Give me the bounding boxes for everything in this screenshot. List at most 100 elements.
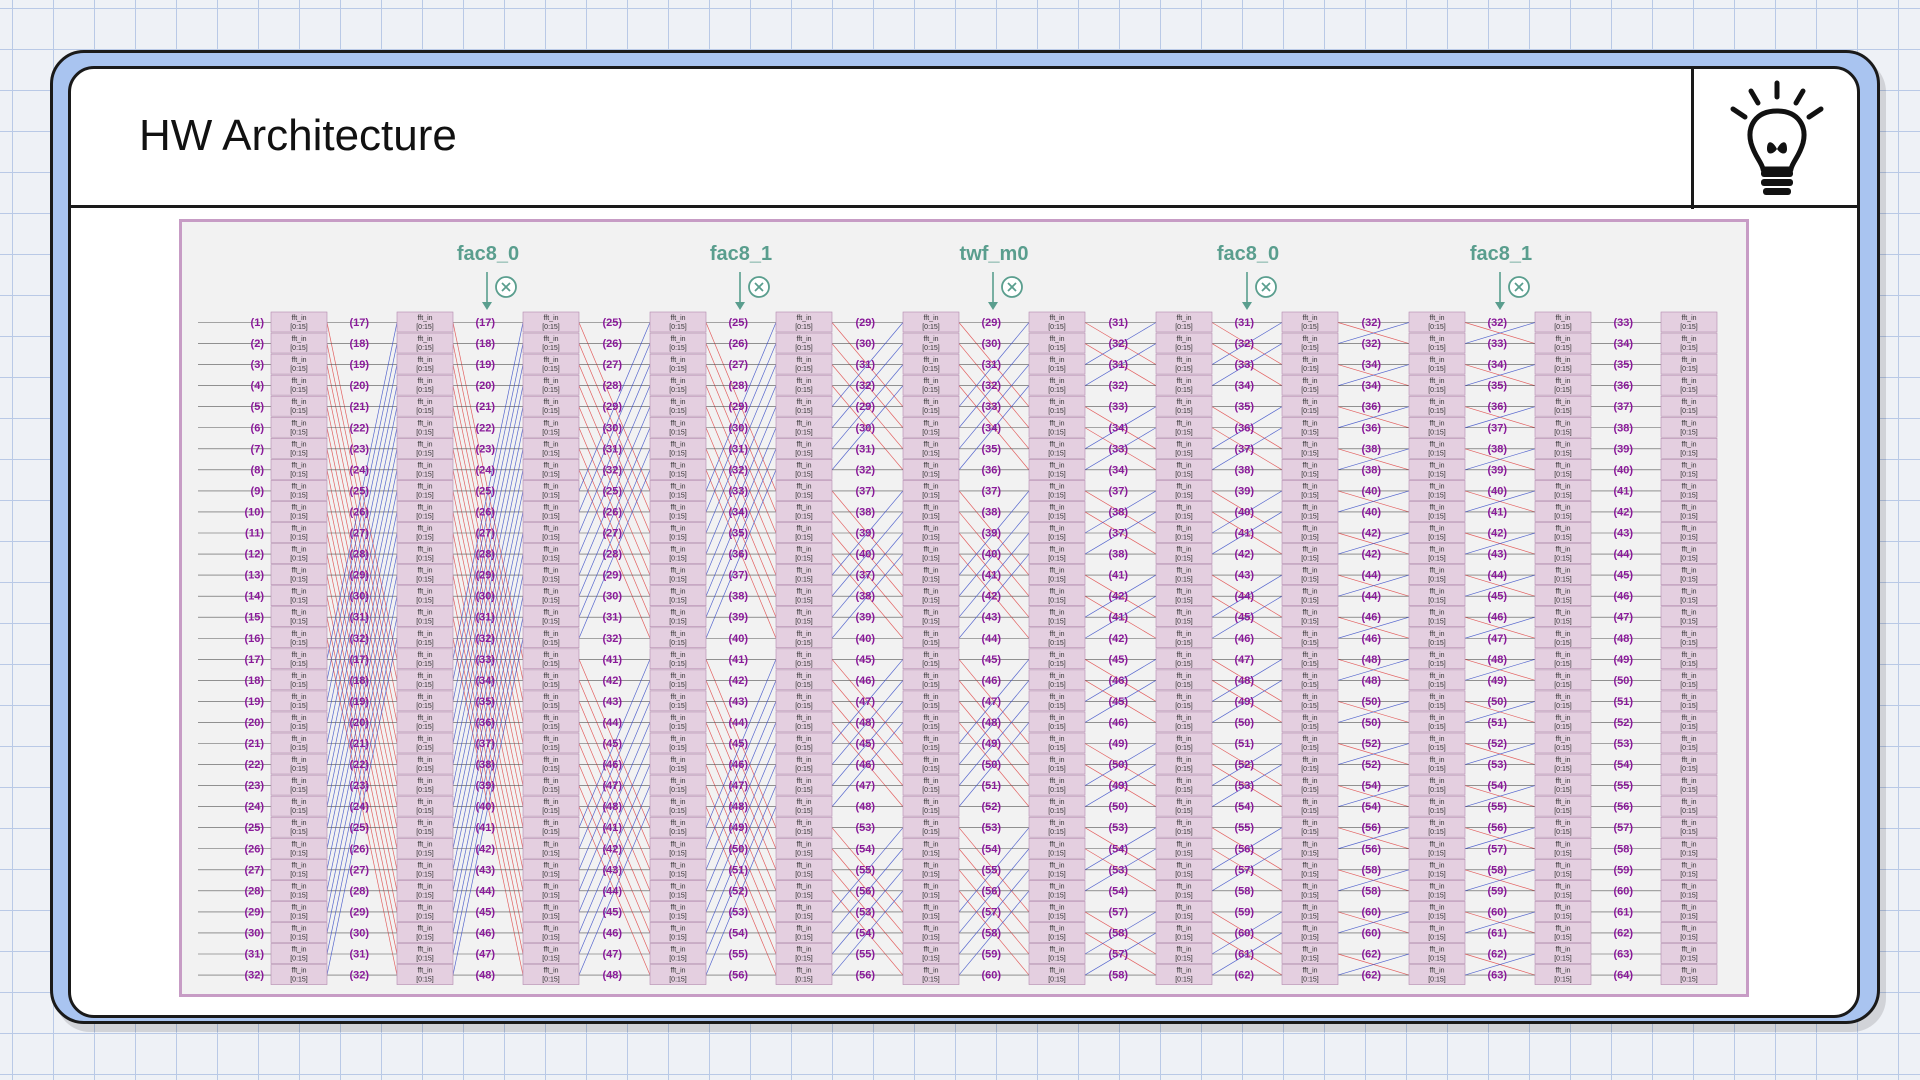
register-block (1534, 753, 1592, 775)
register-label: fft_in (1049, 841, 1064, 848)
register-block (649, 311, 707, 333)
signal-index-label: (29) (349, 570, 369, 582)
architecture-diagram: fft_in [0:15] fft_in [0:15] fft_in [0:15] fft_… (179, 219, 1749, 997)
register-label: fft_in (291, 736, 306, 743)
register-range: [0:15] (1428, 892, 1446, 899)
signal-index-label: (50) (981, 759, 1001, 771)
crossover-wire (452, 532, 524, 870)
register-label: fft_in (1176, 904, 1191, 911)
register-range: [0:15] (795, 535, 813, 542)
register-block (1534, 459, 1592, 480)
register-range: [0:15] (1301, 640, 1319, 647)
signal-index-label: (40) (855, 549, 875, 561)
register-label: fft_in (1681, 968, 1696, 975)
register-block (1408, 753, 1466, 775)
register-range: [0:15] (1175, 871, 1193, 878)
crossover-wire (452, 448, 524, 786)
register-block (775, 816, 833, 838)
signal-index-label: (47) (728, 780, 748, 792)
register-range: [0:15] (1175, 808, 1193, 815)
register-range: [0:15] (922, 913, 940, 920)
register-block (396, 522, 454, 543)
signal-index-label: (36) (1613, 380, 1633, 392)
register-label: fft_in (670, 504, 685, 511)
register-range: [0:15] (1680, 829, 1698, 836)
register-label: fft_in (1049, 315, 1064, 322)
register-range: [0:15] (922, 640, 940, 647)
register-block (902, 711, 960, 733)
register-range: [0:15] (795, 640, 813, 647)
register-label: fft_in (1555, 968, 1570, 975)
signal-index-label: (44) (981, 633, 1001, 645)
stage-label: fac8_1 (710, 243, 772, 265)
register-label: fft_in (923, 547, 938, 554)
register-range: [0:15] (290, 724, 308, 731)
register-range: [0:15] (922, 577, 940, 584)
signal-index-label: (12) (244, 549, 264, 561)
register-block (1408, 311, 1466, 333)
register-range: [0:15] (416, 471, 434, 478)
crossover-wire (1084, 427, 1157, 471)
register-block (649, 353, 707, 375)
register-label: fft_in (1049, 778, 1064, 785)
register-label: fft_in (670, 526, 685, 533)
register-range: [0:15] (922, 471, 940, 478)
register-block (1281, 606, 1339, 628)
register-block (396, 922, 454, 943)
signal-index-label: (54) (1108, 843, 1128, 855)
register-range: [0:15] (922, 598, 940, 605)
register-label: fft_in (1302, 420, 1317, 427)
register-block (649, 837, 707, 859)
register-label: fft_in (1049, 568, 1064, 575)
crossover-wire (1464, 448, 1536, 471)
register-label: fft_in (796, 336, 811, 343)
signal-index-label: (45) (1613, 570, 1633, 582)
register-label: fft_in (543, 631, 558, 638)
register-block (396, 374, 454, 396)
register-label: fft_in (1176, 820, 1191, 827)
crossover-wire (958, 701, 1030, 786)
register-block (649, 564, 707, 585)
register-range: [0:15] (922, 829, 940, 836)
register-range: [0:15] (922, 387, 940, 394)
register-range: [0:15] (1048, 766, 1066, 773)
signal-index-label: (47) (1234, 654, 1254, 666)
register-range: [0:15] (669, 345, 687, 352)
signal-index-label: (54) (1108, 885, 1128, 897)
register-block (1534, 564, 1592, 585)
signal-index-label: (25) (349, 485, 369, 497)
crossover-wire (1084, 743, 1157, 786)
register-block (522, 311, 580, 333)
crossover-wire (1084, 827, 1157, 871)
register-label: fft_in (670, 441, 685, 448)
register-range: [0:15] (1175, 345, 1193, 352)
register-label: fft_in (543, 694, 558, 701)
register-block (775, 438, 833, 459)
register-range: [0:15] (1048, 577, 1066, 584)
register-label: fft_in (291, 968, 306, 975)
register-range: [0:15] (669, 387, 687, 394)
register-label: fft_in (796, 883, 811, 890)
register-label: fft_in (543, 547, 558, 554)
signal-index-label: (48) (1613, 633, 1633, 645)
register-label: fft_in (1555, 715, 1570, 722)
signal-index-label: (32) (244, 970, 264, 982)
register-range: [0:15] (1428, 408, 1446, 415)
register-range: [0:15] (1680, 977, 1698, 984)
register-block (396, 438, 454, 459)
register-range: [0:15] (1680, 492, 1698, 499)
crossover-wire (326, 322, 398, 660)
register-range: [0:15] (1680, 703, 1698, 710)
register-range: [0:15] (922, 429, 940, 436)
register-range: [0:15] (1428, 619, 1446, 626)
signal-index-label: (37) (981, 485, 1001, 497)
register-block (1281, 522, 1339, 543)
register-block (396, 480, 454, 501)
register-block (649, 543, 707, 564)
register-label: fft_in (923, 925, 938, 932)
register-label: fft_in (923, 441, 938, 448)
register-label: fft_in (1555, 420, 1570, 427)
register-range: [0:15] (922, 703, 940, 710)
crossover-wire (705, 785, 777, 955)
signal-index-label: (8) (251, 464, 265, 476)
